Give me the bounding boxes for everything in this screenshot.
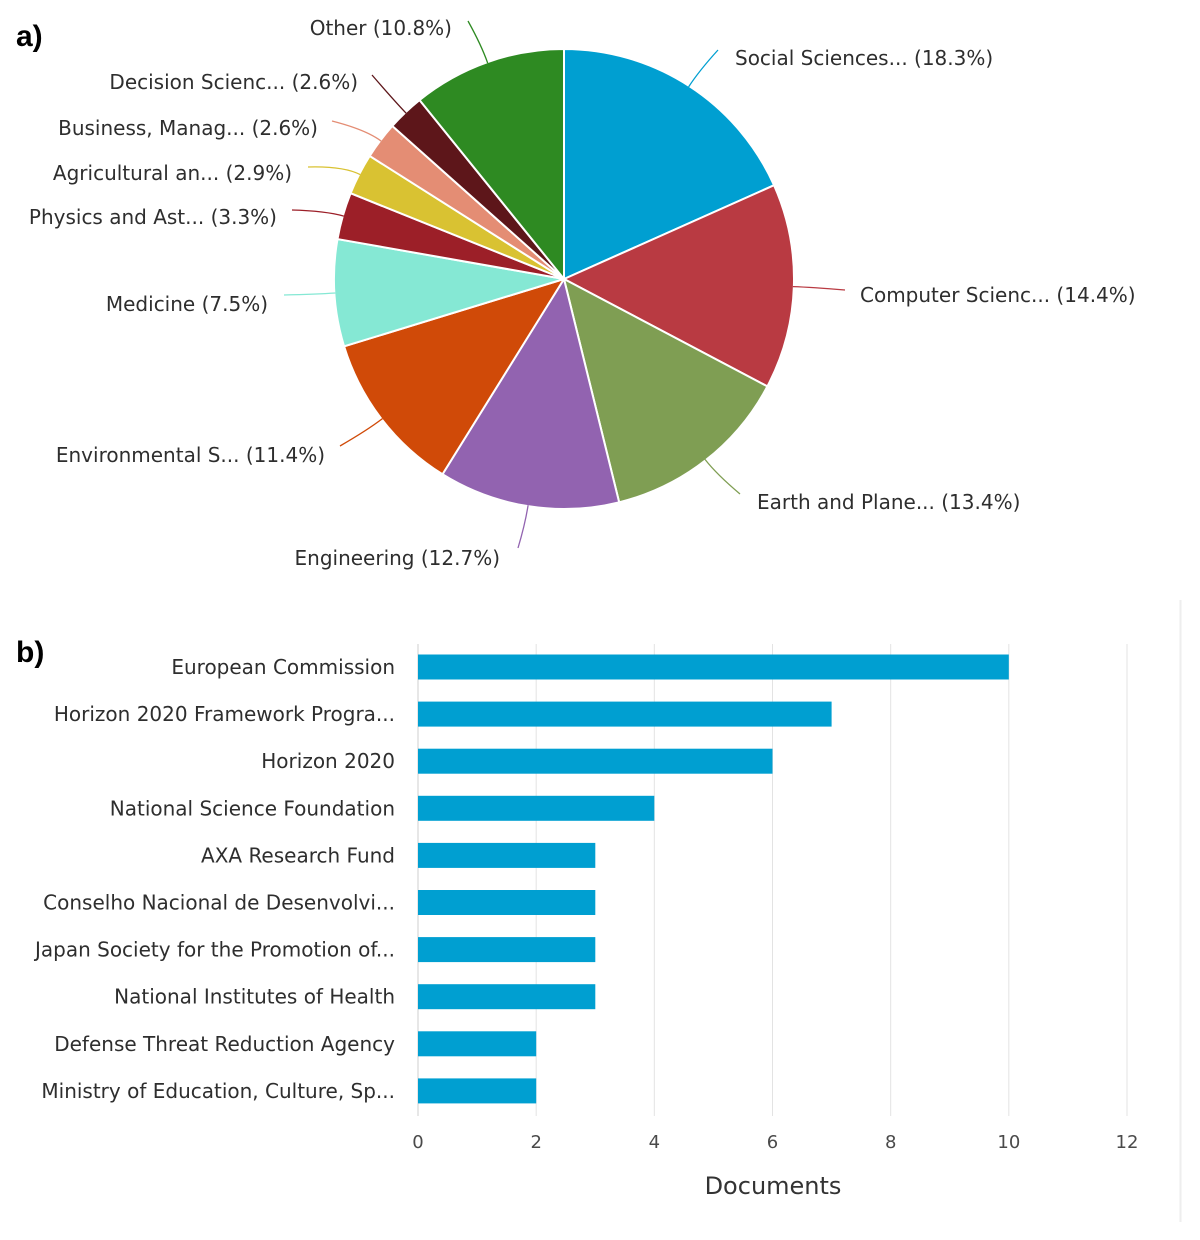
pie-label-decision-scienc: Decision Scienc... (2.6%)	[109, 70, 358, 94]
bar-horizon-2020-framework-progra[interactable]	[418, 701, 832, 727]
pie-leader-line-engineering	[517, 505, 529, 549]
pie-leader-line-other	[467, 20, 489, 64]
pie-leader-line-social-sciences	[688, 49, 719, 88]
pie-label-physics-and-ast: Physics and Ast... (3.3%)	[29, 205, 277, 229]
pie-label-medicine: Medicine (7.5%)	[106, 292, 268, 316]
panel-b-label: b)	[16, 636, 44, 669]
bar-national-institutes-of-health[interactable]	[418, 984, 596, 1010]
pie-chart: Social Sciences... (18.3%) Computer Scien…	[29, 16, 1136, 570]
bar-category-label: National Science Foundation	[110, 796, 395, 820]
x-tick-label: 10	[997, 1132, 1020, 1153]
pie-leader-line-decision-scienc	[371, 74, 407, 114]
pie-label-earth-and-plane: Earth and Plane... (13.4%)	[757, 490, 1020, 514]
bar-category-label: Conselho Nacional de Desenvolvi...	[43, 891, 395, 915]
pie-label-social-sciences: Social Sciences... (18.3%)	[735, 46, 993, 70]
pie-leader-line-earth-and-plane	[704, 459, 741, 495]
bar-horizon-2020[interactable]	[418, 748, 773, 774]
bar-axa-research-fund[interactable]	[418, 842, 596, 868]
pie-leader-line-computer-scienc	[792, 285, 846, 291]
pie-leader-line-agricultural-an	[307, 166, 361, 176]
bar-category-label: Defense Threat Reduction Agency	[54, 1032, 395, 1056]
x-tick-label: 2	[530, 1132, 541, 1153]
pie-label-environmental-s: Environmental S... (11.4%)	[56, 443, 325, 467]
x-tick-label: 12	[1116, 1132, 1139, 1153]
bar-category-label: National Institutes of Health	[114, 985, 395, 1009]
bar-japan-society-for-the-promotion-of[interactable]	[418, 937, 596, 963]
bar-ministry-of-education-culture-sp[interactable]	[418, 1078, 537, 1104]
bar-category-label: Japan Society for the Promotion of...	[33, 938, 395, 962]
panel-a-label: a)	[16, 20, 43, 53]
bar-conselho-nacional-de-desenvolvi[interactable]	[418, 890, 596, 915]
x-tick-label: 6	[767, 1132, 778, 1153]
pie-label-business-manag: Business, Manag... (2.6%)	[58, 116, 318, 140]
pie-label-other: Other (10.8%)	[310, 16, 452, 40]
pie-label-engineering: Engineering (12.7%)	[295, 546, 501, 570]
x-axis-label: Documents	[705, 1172, 842, 1200]
bar-category-label: Horizon 2020	[261, 749, 395, 773]
bar-category-label: Ministry of Education, Culture, Sp...	[41, 1079, 395, 1103]
bar-category-label: European Commission	[171, 655, 395, 679]
x-tick-label: 8	[885, 1132, 896, 1153]
bar-category-label: AXA Research Fund	[201, 843, 395, 867]
pie-leader-line-medicine	[283, 292, 336, 296]
bar-chart: 0 2 4 6 8 10 12 European Commission Horizon 2020…	[33, 644, 1138, 1200]
bar-national-science-foundation[interactable]	[418, 795, 655, 821]
bar-defense-threat-reduction-agency[interactable]	[418, 1031, 537, 1057]
bar-category-label: Horizon 2020 Framework Progra...	[54, 702, 395, 726]
x-tick-label: 0	[412, 1132, 423, 1153]
pie-label-computer-scienc: Computer Scienc... (14.4%)	[860, 283, 1136, 307]
pie-label-agricultural-an: Agricultural an... (2.9%)	[53, 161, 292, 185]
pie-leader-line-business-manag	[331, 120, 382, 142]
pie-leader-line-physics-and-ast	[291, 209, 344, 217]
pie-leader-line-environmental-s	[339, 418, 383, 447]
x-tick-label: 4	[649, 1132, 660, 1153]
bar-european-commission[interactable]	[418, 654, 1009, 680]
